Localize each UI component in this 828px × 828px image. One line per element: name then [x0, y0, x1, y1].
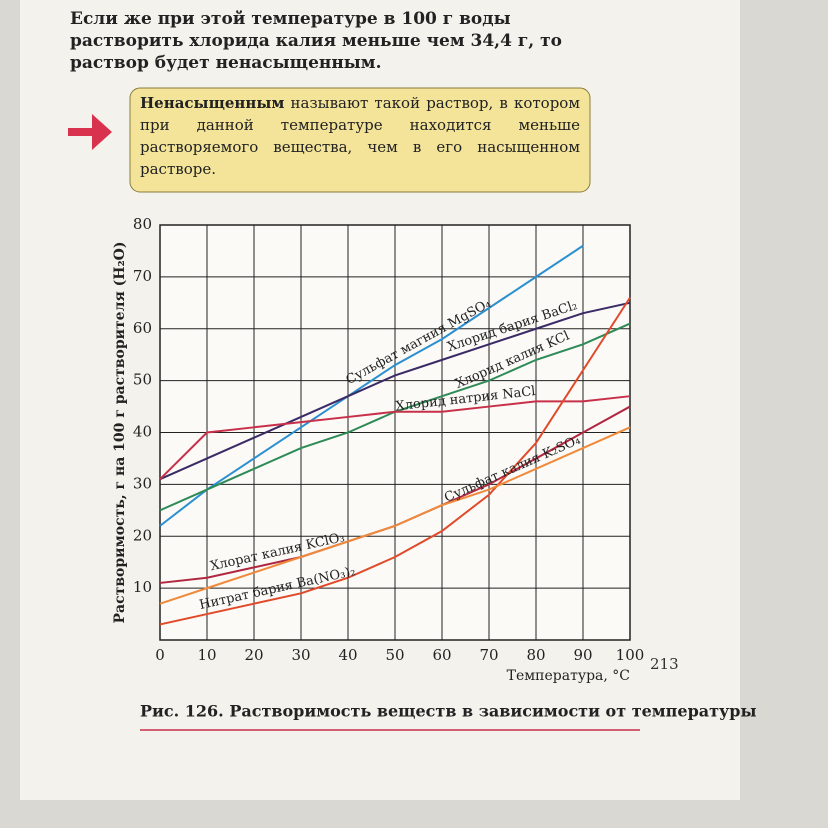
y-axis-label: Растворимость, г на 100 г растворителя (…	[112, 242, 128, 624]
y-tick-label: 70	[133, 267, 152, 285]
caption: Рис. 126. Растворимость веществ в зависи…	[140, 702, 757, 721]
definition-box	[129, 87, 591, 193]
x-axis-label: Температура, °С	[507, 668, 630, 684]
arrow-icon	[68, 114, 112, 150]
page-number: 213	[650, 655, 679, 673]
paragraph: Если же при этой температуре в 100 г вод…	[70, 9, 562, 73]
x-tick-label: 80	[526, 646, 545, 664]
x-tick-label: 0	[155, 646, 165, 664]
y-tick-label: 30	[133, 474, 152, 492]
x-tick-label: 30	[291, 646, 310, 664]
x-tick-label: 60	[432, 646, 451, 664]
definition-text: называют такой раствор, в котором при да…	[140, 94, 580, 178]
definition-term: Ненасыщенным	[140, 94, 285, 112]
series-line	[159, 395, 631, 480]
series-line	[159, 244, 584, 527]
series-line	[159, 426, 631, 605]
x-tick-label: 10	[197, 646, 216, 664]
y-tick-label: 50	[133, 371, 152, 389]
x-tick-label: 50	[385, 646, 404, 664]
x-tick-label: 40	[338, 646, 357, 664]
paragraph-box: Если же при этой температуре в 100 г вод…	[70, 9, 562, 73]
definition-wrap: Ненасыщенным называют такой раствор, в к…	[140, 94, 580, 178]
series-line	[159, 301, 631, 481]
x-tick-label: 90	[573, 646, 592, 664]
y-tick-label: 10	[133, 578, 152, 596]
y-tick-label: 60	[133, 319, 152, 337]
x-tick-label: 100	[616, 646, 645, 664]
x-tick-label: 70	[479, 646, 498, 664]
series-line	[159, 297, 631, 626]
x-tick-label: 20	[244, 646, 263, 664]
y-tick-label: 80	[133, 215, 152, 233]
y-tick-label: 40	[133, 423, 152, 441]
y-tick-label: 20	[133, 526, 152, 544]
